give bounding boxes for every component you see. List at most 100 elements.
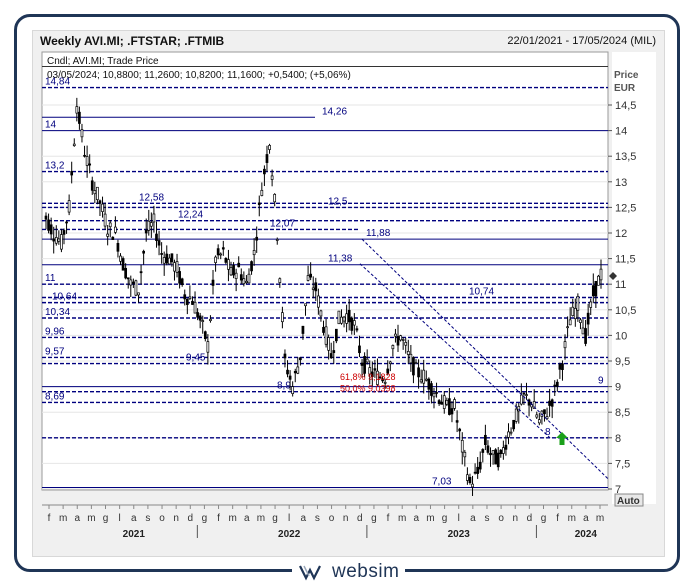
x-month-label: m <box>87 513 95 524</box>
x-month-label: s <box>315 513 320 524</box>
websim-logo-text: websim <box>332 561 400 582</box>
candle-body <box>401 339 405 341</box>
level-label: 9,96 <box>45 326 65 337</box>
candle-body <box>478 461 482 470</box>
y-tick-label: 9 <box>615 382 621 394</box>
level-label: 9,45 <box>186 353 206 364</box>
candle-body <box>347 309 351 323</box>
candle-body <box>509 431 513 434</box>
candle-body <box>442 395 446 409</box>
candle-body <box>422 369 426 384</box>
plot-area <box>41 51 609 491</box>
candle-body <box>358 345 361 354</box>
chart-info-line2: 03/05/2024; 10,8800; 11,2600; 10,8200; 1… <box>47 70 351 81</box>
x-month-label: l <box>288 513 290 524</box>
candle-body <box>170 253 174 263</box>
x-month-label: m <box>228 513 236 524</box>
candle-body <box>247 273 251 284</box>
candle-body <box>548 400 551 406</box>
candle-body <box>489 453 492 456</box>
candle-body <box>404 342 408 346</box>
candle-body <box>162 257 166 264</box>
candle-body <box>126 277 130 280</box>
candle-body <box>352 320 356 326</box>
candle-body <box>116 242 120 252</box>
x-month-label: g <box>103 513 109 524</box>
candle-body <box>191 300 194 305</box>
candle-body <box>494 449 498 465</box>
candle-body <box>481 449 485 453</box>
candle-body <box>149 222 153 227</box>
candle-body <box>155 233 158 241</box>
candle-body <box>54 237 58 244</box>
candle-body <box>406 351 410 355</box>
x-month-label: a <box>583 513 589 524</box>
candle-body <box>365 358 369 363</box>
candle-body <box>314 282 318 292</box>
candle-body <box>142 250 145 254</box>
x-month-label: o <box>159 513 165 524</box>
candle-body <box>183 294 187 300</box>
x-month-label: g <box>371 513 377 524</box>
candle-body <box>273 193 277 203</box>
candle-body <box>121 258 125 271</box>
candle-body <box>85 156 89 166</box>
candle-body <box>566 326 569 329</box>
candle-body <box>281 312 284 323</box>
candle-body <box>417 367 420 378</box>
x-month-label: a <box>301 513 307 524</box>
candle-body <box>453 399 456 409</box>
candle-body <box>448 398 451 415</box>
candle-body <box>111 236 115 240</box>
candle-body <box>427 378 431 390</box>
y-axis-area <box>612 52 656 504</box>
candle-body <box>568 319 572 326</box>
candle-body <box>381 378 384 382</box>
candle-body <box>419 379 423 383</box>
candle-body <box>283 353 287 359</box>
candle-body <box>301 325 305 334</box>
candle-body <box>114 226 117 233</box>
candle-body <box>319 310 323 317</box>
candle-body <box>201 320 205 322</box>
candle-body <box>255 236 259 241</box>
x-month-label: f <box>217 513 220 524</box>
candle-body <box>368 367 372 375</box>
candle-body <box>597 275 600 286</box>
x-month-label: n <box>173 513 179 524</box>
candle-body <box>134 280 138 296</box>
candle-body <box>139 271 143 274</box>
websim-logo-icon <box>299 565 321 581</box>
candle-body <box>165 253 169 264</box>
candle-body <box>342 316 346 322</box>
candle-body <box>103 213 107 227</box>
candle-body <box>90 180 94 191</box>
candle-body <box>83 154 86 157</box>
candle-body <box>537 419 541 424</box>
x-month-label: n <box>512 513 518 524</box>
candle-body <box>106 233 110 237</box>
level-label: 13,2 <box>45 161 65 172</box>
candle-body <box>386 368 390 374</box>
x-month-label: n <box>343 513 349 524</box>
candle-body <box>304 303 307 307</box>
candle-body <box>376 370 379 385</box>
candle-body <box>209 318 212 321</box>
x-month-label: d <box>357 513 363 524</box>
candle-body <box>340 316 343 324</box>
candle-body <box>435 392 438 394</box>
candle-body <box>60 234 63 250</box>
candle-body <box>412 357 415 376</box>
level-label: 14,26 <box>322 106 347 117</box>
x-month-label: l <box>119 513 121 524</box>
candle-body <box>355 328 359 331</box>
x-month-label: o <box>329 513 335 524</box>
x-month-label: a <box>414 513 420 524</box>
candle-body <box>589 301 593 308</box>
auto-scale-button[interactable] <box>614 493 644 507</box>
level-label: 10,34 <box>45 307 70 318</box>
candle-body <box>522 392 526 395</box>
candle-body <box>311 287 315 290</box>
candle-body <box>242 278 246 285</box>
